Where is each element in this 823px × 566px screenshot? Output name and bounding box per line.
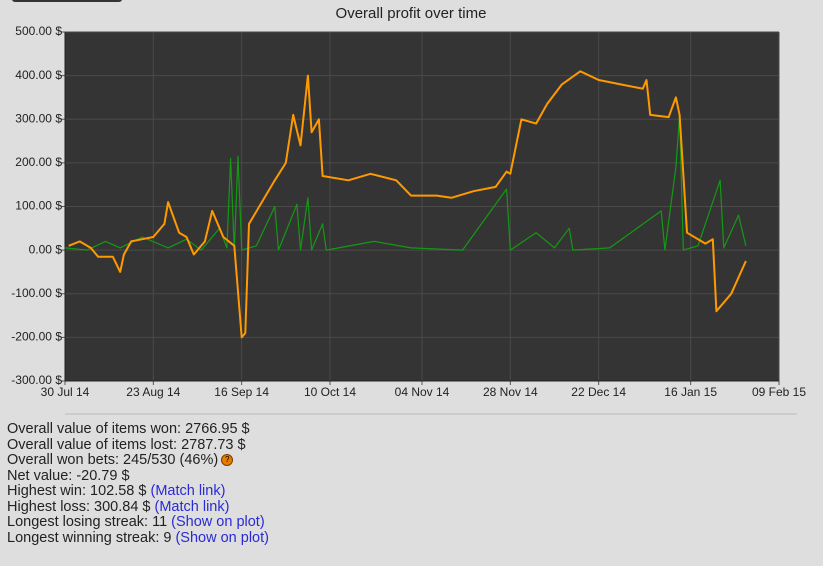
tab-button[interactable] [12,0,122,2]
x-tick-label: 10 Oct 14 [304,385,356,399]
x-tick-label: 16 Sep 14 [214,385,269,399]
y-tick-label: 0.00 $ [29,242,63,256]
y-tick-label: 200.00 $ [15,155,62,169]
stats: Overall value of items won: 2766.95 $ Ove… [7,421,269,547]
x-tick-label: 23 Aug 14 [126,385,180,399]
y-tick-label: 500.00 $ [15,24,62,38]
stat-row: Highest win: 102.58 $ (Match link) [7,483,269,500]
x-tick-label: 09 Feb 15 [752,385,806,399]
chart: Overall profit over time -300.00 $ -200.0… [11,0,806,399]
stat-link[interactable]: (Match link) [154,498,230,515]
stat-row: Net value: -20.79 $ [7,467,269,485]
series-line [68,70,747,339]
stat-text: Highest loss: 300.84 $ [7,498,151,515]
help-icon[interactable]: ? [221,454,234,467]
stat-text: Longest losing streak: 11 [7,514,168,530]
stat-text: Overall value of items won: 2766.95 $ [7,421,250,437]
stat-text: Net value: -20.79 $ [7,467,130,484]
stat-link[interactable]: (Match link) [150,483,226,499]
stat-row: Overall value of items won: 2766.95 $ [7,421,269,438]
stat-text: Overall value of items lost: 2787.73 $ [7,436,246,453]
stat-row: Overall won bets: 245/530 (46%)? [7,452,269,469]
chart-title: Overall profit over time [336,5,487,22]
y-tick-label: 400.00 $ [15,68,62,82]
y-tick-label: -300.00 $ [11,373,62,387]
y-tick-label: -100.00 $ [11,286,62,300]
x-tick-label: 22 Dec 14 [571,385,626,399]
stat-text: Highest win: 102.58 $ [7,483,147,499]
y-tick-label: -200.00 $ [11,330,62,344]
stat-row: Highest loss: 300.84 $ (Match link) [7,498,269,516]
stat-text: Longest winning streak: 9 [7,529,172,546]
x-tick-label: 30 Jul 14 [41,385,90,399]
x-tick-label: 16 Jan 15 [664,385,717,399]
stat-link[interactable]: (Show on plot) [175,529,269,546]
y-tick-label: 300.00 $ [15,111,62,125]
stat-link[interactable]: (Show on plot) [171,514,265,530]
series-line [64,114,747,251]
stat-row: Longest winning streak: 9 (Show on plot) [7,529,269,547]
x-tick-label: 04 Nov 14 [395,385,450,399]
stat-text: Overall won bets: 245/530 (46%) [7,452,219,468]
x-tick-label: 28 Nov 14 [483,385,538,399]
y-tick-label: 100.00 $ [15,199,62,213]
stat-row: Overall value of items lost: 2787.73 $ [7,436,269,454]
stat-row: Longest losing streak: 11 (Show on plot) [7,514,269,531]
